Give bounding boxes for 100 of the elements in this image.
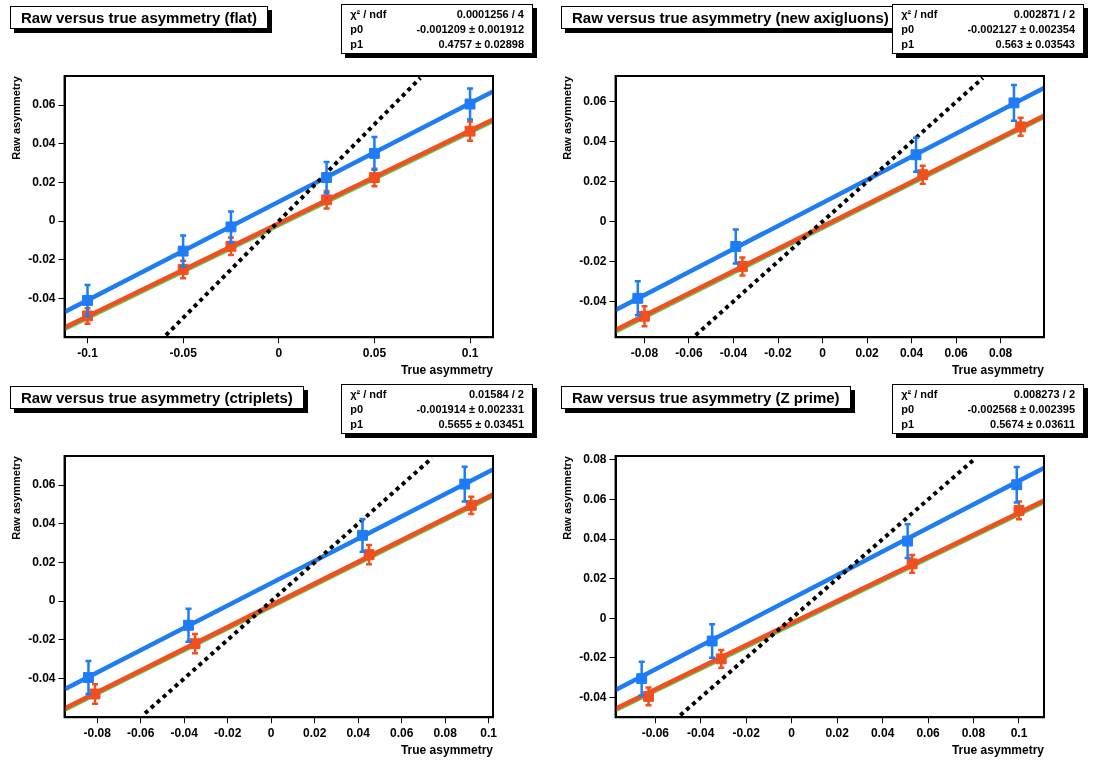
point [225, 221, 237, 233]
text: 0.4757 ± 0.02898 [437, 38, 524, 50]
text: χ² / ndf [350, 388, 387, 400]
x-tick-label: 0.06 [389, 725, 414, 740]
y-tick-label: 0.02 [583, 173, 607, 188]
chart-title: Raw versus true asymmetry (ctriplets) [10, 386, 304, 409]
x-tick-label: -0.06 [675, 345, 703, 360]
y-tick-label: 0.02 [583, 571, 607, 585]
point [464, 125, 476, 137]
text: p1 [350, 418, 364, 430]
x-tick-label: 0.02 [302, 725, 327, 740]
x-tick-label: -0.1 [77, 345, 99, 360]
text: 0.008273 / 2 [1012, 388, 1075, 400]
y-tick-label: -0.02 [579, 650, 607, 665]
text: 0.5655 ± 0.03451 [437, 418, 524, 430]
x-tick-label: 0.04 [870, 725, 895, 740]
text: p1 [901, 418, 915, 430]
point [464, 98, 476, 110]
x-tick-label: 0.02 [825, 725, 850, 740]
y-tick-label: 0.04 [32, 136, 56, 151]
y-tick-label: 0.02 [32, 554, 56, 569]
text: 0.0001256 / 4 [455, 8, 524, 20]
x-tick-label: 0.04 [346, 725, 371, 740]
text: -0.001914 ± 0.002331 [416, 403, 524, 415]
point [1008, 97, 1020, 109]
text: p0 [901, 23, 915, 35]
y-tick-label: 0.06 [583, 94, 607, 109]
y-tick-label: 0 [599, 610, 607, 625]
y-tick-label: 0.06 [32, 477, 56, 492]
chart-title: Raw versus true asymmetry (new axigluons) [561, 6, 900, 29]
y-tick-label: -0.04 [28, 670, 56, 685]
x-tick-label: -0.02 [213, 725, 242, 740]
y-tick-label: 0.08 [583, 452, 607, 467]
text: p0 [350, 23, 364, 35]
point [1013, 504, 1025, 516]
x-axis-title: True asymmetry [400, 363, 494, 378]
y-axis-title: Raw asymmetry [560, 75, 573, 160]
y-tick-label: -0.04 [579, 689, 607, 704]
x-axis-title: True asymmetry [400, 743, 494, 758]
y-tick-label: 0.02 [32, 174, 56, 189]
x-tick-label: 0.08 [433, 725, 458, 740]
text: -0.001209 ± 0.001912 [416, 23, 524, 35]
text: χ² / ndf [901, 8, 938, 20]
x-tick-label: -0.05 [169, 345, 198, 360]
text: p0 [901, 403, 915, 415]
chart-title: Raw versus true asymmetry (Z prime) [561, 386, 851, 409]
text: 0.563 ± 0.03543 [994, 38, 1075, 50]
y-tick-label: 0 [48, 213, 56, 228]
text: χ² / ndf [350, 8, 387, 20]
y-tick-label: -0.02 [28, 632, 56, 647]
y-tick-label: 0.06 [32, 97, 56, 112]
y-tick-label: -0.04 [28, 290, 56, 305]
y-tick-label: 0.04 [583, 134, 607, 149]
x-tick-label: -0.08 [630, 345, 659, 360]
x-tick-label: 0 [267, 725, 275, 740]
x-tick-label: 0 [819, 345, 827, 360]
x-tick-label: -0.02 [732, 725, 761, 740]
x-tick-label: 0 [275, 345, 283, 360]
x-tick-label: 0.1 [461, 345, 479, 360]
text: p1 [350, 38, 364, 50]
x-tick-label: 0.02 [855, 345, 880, 360]
x-tick-label: 0 [788, 725, 796, 740]
text: -0.002127 ± 0.002354 [967, 23, 1075, 35]
y-tick-label: 0.04 [583, 531, 607, 546]
x-axis-title: True asymmetry [951, 743, 1045, 758]
x-tick-label: 0.06 [944, 345, 969, 360]
y-tick-label: -0.02 [28, 252, 56, 267]
text: 0.5674 ± 0.03611 [989, 418, 1075, 430]
chart-title: Raw versus true asymmetry (flat) [10, 6, 268, 29]
x-tick-label: -0.06 [641, 725, 670, 740]
x-tick-label: 0.06 [916, 725, 941, 740]
text: p1 [901, 38, 915, 50]
y-axis-title: Raw asymmetry [9, 455, 22, 540]
x-tick-label: -0.06 [126, 725, 155, 740]
y-tick-label: -0.02 [579, 253, 607, 268]
y-tick-label: -0.04 [579, 293, 607, 308]
point [910, 149, 922, 161]
x-tick-label: 0.1 [480, 725, 498, 740]
x-tick-label: -0.04 [170, 725, 199, 740]
x-tick-label: 0.04 [899, 345, 924, 360]
point [89, 688, 101, 700]
text: 0.002871 / 2 [1012, 8, 1075, 20]
text: p0 [350, 403, 364, 415]
y-tick-label: 0.04 [32, 516, 56, 531]
x-axis-title: True asymmetry [951, 363, 1045, 378]
text: -0.002568 ± 0.002395 [967, 403, 1075, 415]
y-axis-title: Raw asymmetry [9, 75, 22, 160]
y-tick-label: 0.06 [583, 491, 607, 506]
x-tick-label: 0.08 [961, 725, 986, 740]
x-tick-label: 0.05 [362, 345, 387, 360]
text: 0.01584 / 2 [467, 388, 524, 400]
x-tick-label: -0.04 [687, 725, 715, 740]
x-tick-label: -0.08 [83, 725, 112, 740]
x-tick-label: -0.02 [764, 345, 793, 360]
text: χ² / ndf [901, 388, 938, 400]
point [706, 635, 718, 647]
x-tick-label: 0.1 [1010, 725, 1028, 740]
x-tick-label: 0.08 [988, 345, 1013, 360]
x-tick-label: -0.04 [719, 345, 748, 360]
y-tick-label: 0 [599, 213, 607, 228]
